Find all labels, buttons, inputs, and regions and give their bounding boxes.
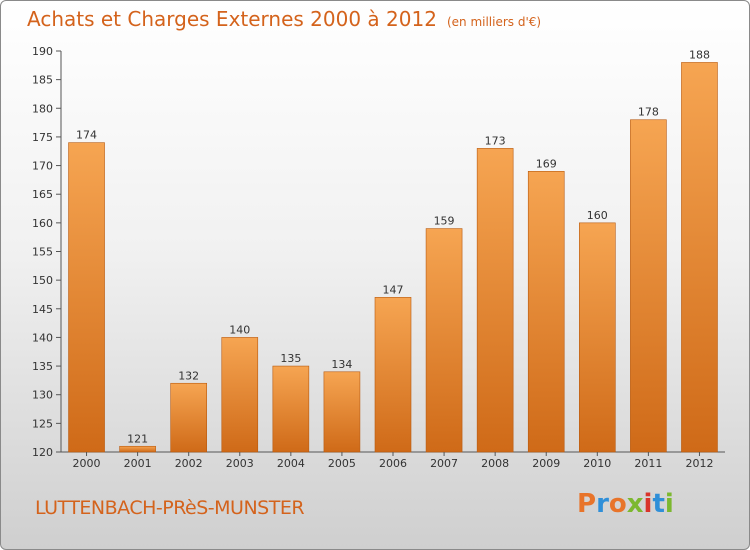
bar: [119, 445, 156, 453]
y-tick-label: 160: [32, 217, 53, 230]
data-label: 132: [178, 369, 199, 382]
y-tick-label: 190: [32, 45, 53, 58]
x-tick-label: 2008: [481, 457, 509, 470]
logo-letter: i: [643, 489, 653, 519]
x-tick-label: 2002: [175, 457, 203, 470]
bar: [374, 297, 412, 453]
bar: [68, 142, 105, 453]
proxiti-logo: Proxiti: [577, 489, 674, 519]
bar: [221, 337, 259, 453]
bar: [425, 228, 463, 453]
data-label: 160: [587, 209, 608, 222]
x-tick-label: 2007: [430, 457, 458, 470]
chart-title: Achats et Charges Externes 2000 à 2012 (e…: [27, 7, 541, 31]
bar: [630, 119, 667, 453]
data-label: 135: [280, 352, 301, 365]
data-label: 159: [434, 215, 455, 228]
x-tick-label: 2011: [634, 457, 662, 470]
logo-letter: o: [608, 489, 627, 519]
y-tick-label: 135: [32, 360, 53, 373]
logo-letter: t: [652, 489, 665, 519]
data-label: 147: [383, 283, 404, 296]
x-tick-label: 2001: [124, 457, 152, 470]
x-tick-label: 2009: [532, 457, 560, 470]
logo-letter: x: [626, 489, 644, 519]
data-label: 174: [76, 129, 97, 142]
x-tick-label: 2004: [277, 457, 305, 470]
y-tick-label: 145: [32, 303, 53, 316]
data-label: 140: [229, 323, 250, 336]
bar: [527, 171, 565, 453]
bar: [170, 382, 207, 453]
x-tick-label: 2000: [73, 457, 101, 470]
commune-name: LUTTENBACH-PRèS-MUNSTER: [35, 497, 305, 519]
y-tick-label: 120: [32, 446, 53, 459]
data-label: 169: [536, 157, 557, 170]
logo-letter: i: [664, 489, 674, 519]
y-tick-label: 130: [32, 389, 53, 402]
logo-letter: P: [577, 489, 597, 519]
unit-label: (en milliers d'€): [446, 15, 542, 29]
y-tick-label: 180: [32, 102, 53, 115]
data-label: 134: [331, 358, 352, 371]
x-tick-label: 2012: [685, 457, 713, 470]
x-tick-label: 2006: [379, 457, 407, 470]
data-label: 188: [689, 48, 710, 61]
data-label: 173: [485, 134, 506, 147]
y-tick-label: 125: [32, 417, 53, 430]
bar-chart: 120 125 130 135 140 145 150 155 160 165 170 175 180 1…: [32, 45, 725, 470]
data-label: 121: [127, 432, 148, 445]
y-tick-label: 175: [32, 131, 53, 144]
title-text: Achats et Charges Externes 2000 à 2012: [27, 7, 437, 31]
y-tick-label: 150: [32, 274, 53, 287]
bar: [476, 148, 514, 453]
data-label: 178: [638, 106, 659, 119]
y-tick-label: 165: [32, 188, 53, 201]
bar: [323, 371, 361, 453]
logo-letter: r: [596, 489, 609, 519]
bar: [681, 62, 718, 453]
bar: [579, 222, 616, 453]
y-tick-label: 185: [32, 74, 53, 87]
x-tick-label: 2010: [583, 457, 611, 470]
x-tick-label: 2005: [328, 457, 356, 470]
y-tick-label: 170: [32, 160, 53, 173]
y-tick-label: 140: [32, 331, 53, 344]
bar: [272, 365, 310, 453]
y-tick-label: 155: [32, 246, 53, 259]
x-tick-label: 2003: [226, 457, 254, 470]
